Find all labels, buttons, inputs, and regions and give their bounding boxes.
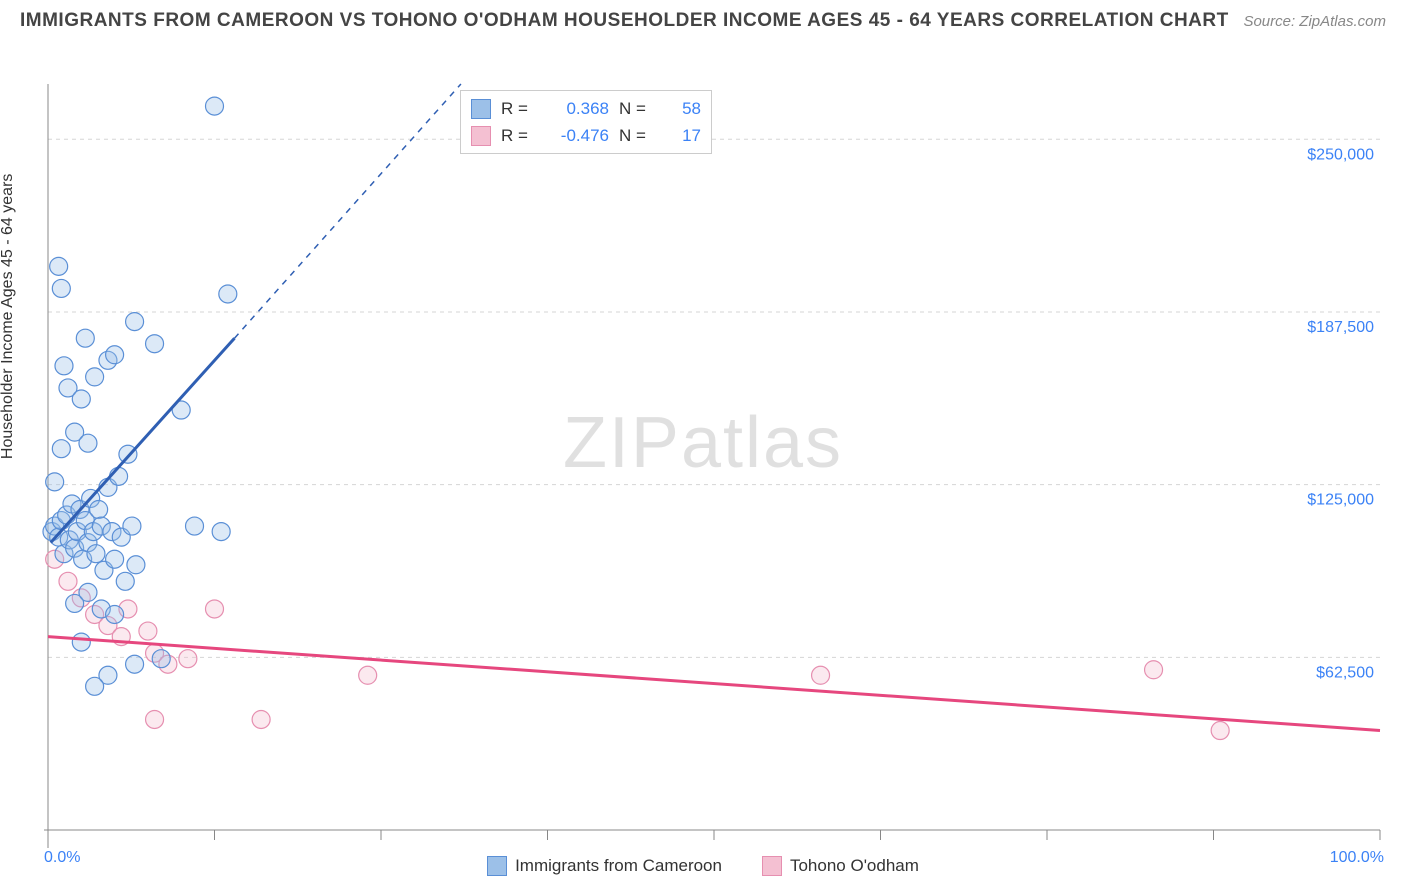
data-point (206, 97, 224, 115)
data-point (812, 666, 830, 684)
data-point (123, 517, 141, 535)
data-point (55, 357, 73, 375)
legend-swatch (487, 856, 507, 876)
svg-text:$62,500: $62,500 (1316, 664, 1374, 681)
source-credit: Source: ZipAtlas.com (1243, 13, 1386, 30)
data-point (127, 556, 145, 574)
data-point (86, 368, 104, 386)
data-point (79, 434, 97, 452)
data-point (46, 473, 64, 491)
series-legend: Immigrants from Cameroon Tohono O'odham (0, 856, 1406, 876)
data-point (186, 517, 204, 535)
data-point (212, 523, 230, 541)
stat-label: N = (619, 122, 653, 149)
data-point (79, 583, 97, 601)
data-point (90, 500, 108, 518)
legend-swatch (471, 99, 491, 119)
legend-swatch (471, 126, 491, 146)
data-point (76, 329, 94, 347)
stat-label: R = (501, 95, 535, 122)
data-point (87, 545, 105, 563)
data-point (116, 572, 134, 590)
stat-label: N = (619, 95, 653, 122)
data-point (72, 633, 90, 651)
legend-swatch (762, 856, 782, 876)
data-point (52, 279, 70, 297)
data-point (146, 335, 164, 353)
scatter-plot-svg: $62,500$125,000$187,500$250,0000.0%100.0… (0, 40, 1406, 880)
svg-text:$187,500: $187,500 (1307, 319, 1374, 336)
data-point (86, 677, 104, 695)
data-point (52, 440, 70, 458)
r-value: -0.476 (545, 122, 609, 149)
stats-legend: R = 0.368 N = 58 R = -0.476 N = 17 (460, 90, 712, 154)
data-point (252, 710, 270, 728)
legend-item: Tohono O'odham (762, 856, 919, 876)
svg-text:$125,000: $125,000 (1307, 492, 1374, 509)
data-point (179, 650, 197, 668)
data-point (139, 622, 157, 640)
stat-label: R = (501, 122, 535, 149)
data-point (106, 605, 124, 623)
data-point (50, 257, 68, 275)
data-point (126, 655, 144, 673)
stats-row: R = 0.368 N = 58 (471, 95, 701, 122)
stats-row: R = -0.476 N = 17 (471, 122, 701, 149)
n-value: 58 (663, 95, 701, 122)
data-point (126, 313, 144, 331)
data-point (206, 600, 224, 618)
legend-item: Immigrants from Cameroon (487, 856, 722, 876)
svg-text:$250,000: $250,000 (1307, 146, 1374, 163)
legend-label: Immigrants from Cameroon (515, 856, 722, 876)
correlation-chart: Householder Income Ages 45 - 64 years $6… (0, 40, 1406, 880)
data-point (219, 285, 237, 303)
data-point (106, 550, 124, 568)
data-point (106, 346, 124, 364)
data-point (72, 390, 90, 408)
data-point (1145, 661, 1163, 679)
data-point (59, 572, 77, 590)
data-point (152, 650, 170, 668)
legend-label: Tohono O'odham (790, 856, 919, 876)
data-point (1211, 722, 1229, 740)
r-value: 0.368 (545, 95, 609, 122)
n-value: 17 (663, 122, 701, 149)
data-point (146, 710, 164, 728)
data-point (359, 666, 377, 684)
page-title: IMMIGRANTS FROM CAMEROON VS TOHONO O'ODH… (20, 10, 1229, 32)
